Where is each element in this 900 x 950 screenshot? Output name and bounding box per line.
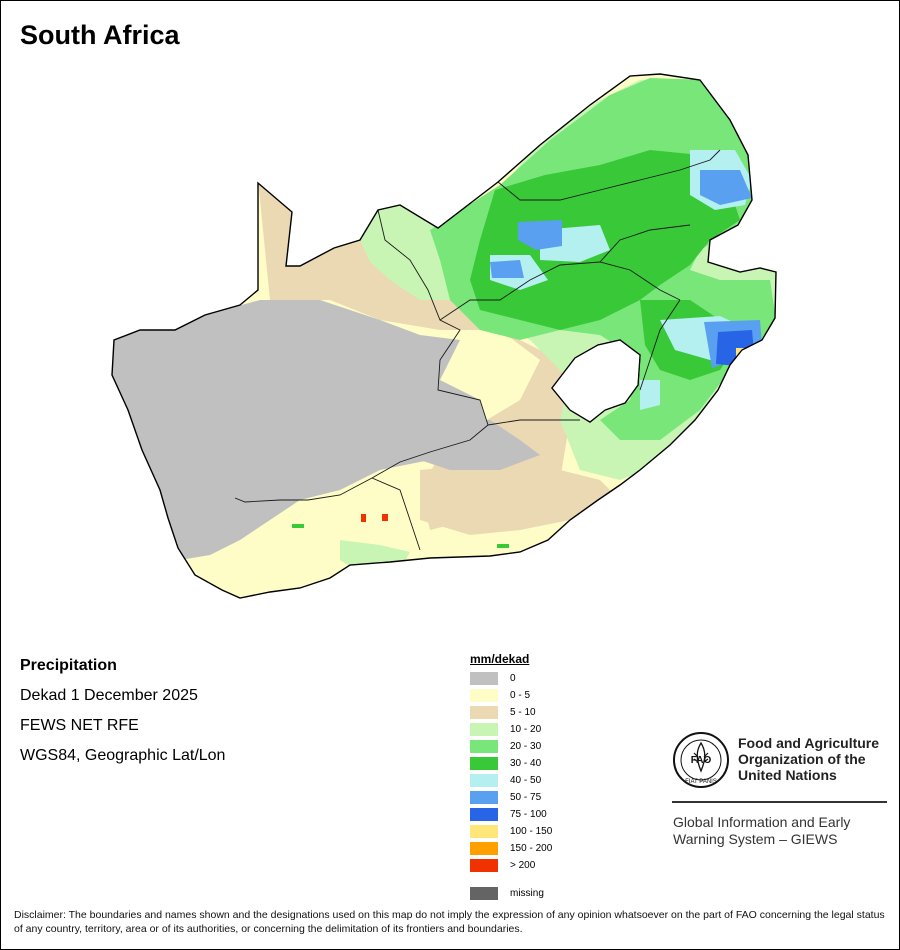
- legend-title: mm/dekad: [470, 652, 530, 666]
- legend-item: 20 - 30: [470, 739, 541, 753]
- legend-label: 30 - 40: [510, 757, 542, 769]
- disclaimer-text: Disclaimer: The boundaries and names sho…: [14, 909, 885, 935]
- fao-logo-icon: FAO FIAT PANIS: [673, 732, 729, 788]
- projection-label: WGS84, Geographic Lat/Lon: [20, 747, 226, 764]
- class-50-75-area: [490, 260, 524, 278]
- legend-label: 75 - 100: [510, 808, 547, 820]
- legend-label: 10 - 20: [510, 723, 542, 735]
- legend-swatch: [470, 807, 498, 821]
- legend-label: 50 - 75: [510, 791, 542, 803]
- legend-label: missing: [510, 887, 544, 899]
- class-75-100-area: [716, 330, 754, 366]
- legend-label: 150 - 200: [510, 842, 553, 854]
- province-boundaries: [234, 149, 721, 551]
- legend-label: 0 - 5: [510, 689, 531, 701]
- class-0-area: [420, 420, 540, 470]
- legend-label: 100 - 150: [510, 825, 553, 837]
- fao-name: Food and Agriculture Organization of the…: [738, 735, 879, 783]
- legend-swatch: [470, 705, 498, 719]
- fao-name-line: United Nations: [738, 767, 837, 783]
- legend-swatch: [470, 722, 498, 736]
- precipitation-raster: [112, 74, 776, 598]
- divider: [672, 801, 887, 803]
- legend-item: 40 - 50: [470, 773, 541, 787]
- lesotho-enclave: [551, 339, 641, 423]
- legend-label: > 200: [510, 859, 536, 871]
- class-50-75-area: [518, 220, 562, 250]
- precipitation-map: [111, 73, 777, 599]
- legend-swatch: [470, 824, 498, 838]
- legend-swatch: [470, 756, 498, 770]
- legend-item: 0: [470, 671, 516, 685]
- legend-item: 50 - 75: [470, 790, 541, 804]
- legend-item-missing: missing: [470, 886, 544, 900]
- legend-label: 40 - 50: [510, 774, 542, 786]
- legend-item: 5 - 10: [470, 705, 536, 719]
- map-title: South Africa: [20, 20, 180, 50]
- legend-label: 5 - 10: [510, 706, 536, 718]
- legend-swatch: [470, 671, 498, 685]
- legend-item: 100 - 150: [470, 824, 552, 838]
- legend-swatch: [470, 739, 498, 753]
- variable-label: Precipitation: [20, 657, 117, 674]
- class-50-75-area: [700, 170, 752, 205]
- giews-line: Warning System – GIEWS: [673, 831, 838, 847]
- legend-swatch: [470, 886, 498, 900]
- class-over-200-area: [361, 514, 366, 522]
- legend-swatch: [470, 773, 498, 787]
- legend-swatch: [470, 688, 498, 702]
- legend-item: 0 - 5: [470, 688, 530, 702]
- legend-swatch: [470, 841, 498, 855]
- fao-logo-motto: FIAT PANIS: [685, 779, 717, 785]
- period-label: Dekad 1 December 2025: [20, 687, 198, 704]
- legend-item: 30 - 40: [470, 756, 541, 770]
- class-40-50-area: [640, 380, 660, 410]
- fao-name-line: Organization of the: [738, 751, 866, 767]
- class-0-area: [112, 300, 490, 560]
- legend-item: > 200: [470, 858, 535, 872]
- fao-name-line: Food and Agriculture: [738, 735, 880, 751]
- giews-line: Global Information and Early: [673, 814, 851, 830]
- class-5-10-area: [420, 460, 620, 535]
- class-30-40-area: [292, 524, 304, 528]
- source-label: FEWS NET RFE: [20, 717, 139, 734]
- legend-item: 10 - 20: [470, 722, 541, 736]
- legend-item: 150 - 200: [470, 841, 552, 855]
- giews-name: Global Information and Early Warning Sys…: [673, 814, 850, 848]
- legend-item: 75 - 100: [470, 807, 547, 821]
- class-over-200-area: [382, 514, 388, 521]
- class-30-40-area: [497, 544, 509, 548]
- legend-label: 20 - 30: [510, 740, 542, 752]
- legend-swatch: [470, 858, 498, 872]
- legend-label: 0: [510, 672, 516, 684]
- legend-swatch: [470, 790, 498, 804]
- fao-logo-text: FAO: [691, 755, 712, 766]
